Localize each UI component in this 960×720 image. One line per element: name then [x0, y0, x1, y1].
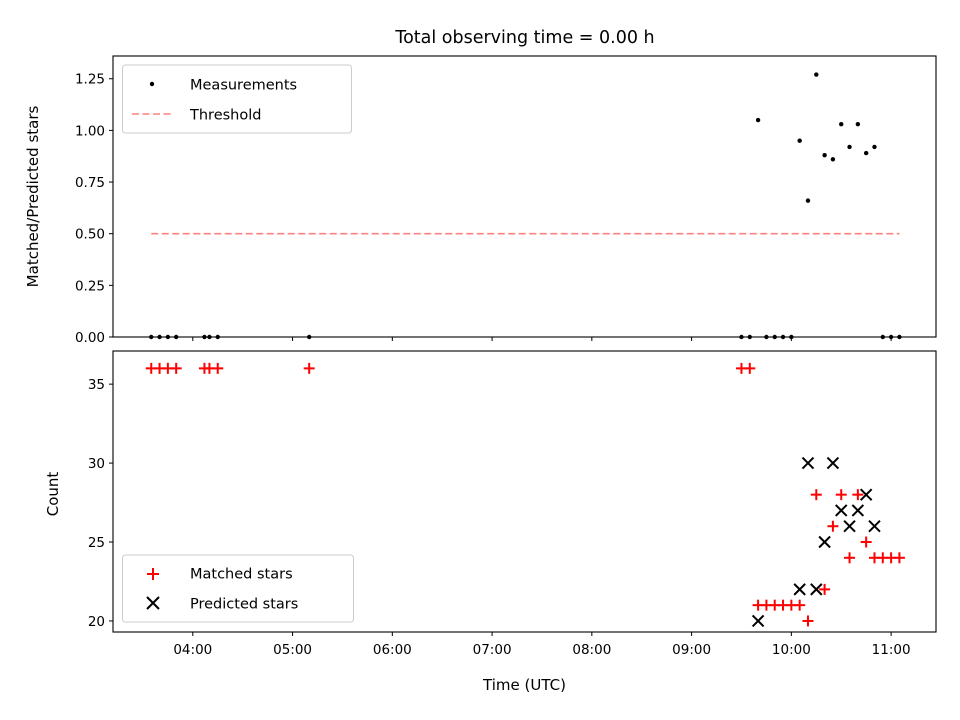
- measurements-point: [855, 121, 861, 127]
- x-axis-label: Time (UTC): [482, 676, 566, 694]
- top-y-ticks: 0.00 0.25 0.50 0.75 1.00 1.25: [75, 72, 113, 346]
- x-tick-label: 09:00: [672, 642, 711, 658]
- measurements-point: [863, 150, 869, 156]
- legend-measurements-label: Measurements: [190, 78, 297, 94]
- bottom-y-tick-label: 30: [88, 456, 105, 472]
- bottom-y-tick-label: 25: [88, 535, 105, 551]
- top-legend: Measurements Threshold: [122, 64, 352, 134]
- bottom-marks: [145, 362, 905, 628]
- top-x-ticks: [192, 337, 892, 341]
- matched-stars-point: [893, 552, 905, 564]
- measurements-point: [839, 121, 844, 127]
- matched-stars-point: [794, 599, 806, 611]
- x-tick-label: 07:00: [473, 642, 512, 658]
- top-marks: [149, 72, 902, 340]
- matched-stars-point: [810, 489, 822, 501]
- legend-measurements-marker: [149, 81, 155, 87]
- legend-predicted-label: Predicted stars: [190, 597, 298, 613]
- bottom-y-axis-label: Count: [44, 472, 62, 517]
- x-tick-label: 04:00: [173, 642, 212, 658]
- predicted-stars-point: [851, 504, 865, 517]
- bottom-y-tick-label: 20: [88, 614, 105, 630]
- legend-predicted-marker: [146, 596, 160, 610]
- matched-stars-point: [819, 583, 831, 595]
- bottom-axes-frame: [112, 350, 937, 633]
- chart-title: Total observing time = 0.00 h: [394, 28, 654, 48]
- predicted-stars-point: [843, 520, 856, 533]
- matched-stars-point: [844, 552, 856, 564]
- measurements-point: [822, 152, 827, 158]
- measurements-point: [814, 72, 819, 77]
- measurements-point: [830, 157, 836, 162]
- legend-matched-label: Matched stars: [190, 567, 293, 583]
- bottom-y-ticks: 20 25 30 35: [88, 377, 113, 630]
- x-tick-label: 06:00: [373, 642, 412, 658]
- measurements-point: [755, 117, 761, 123]
- predicted-stars-point: [751, 614, 765, 628]
- matched-stars-point: [860, 536, 872, 548]
- bottom-panel: 20 25 30 35 04:00 05:00 06:00 07:00 08:00 09:00 1…: [44, 350, 937, 694]
- bottom-legend-box: [122, 554, 354, 623]
- top-y-tick-label: 0.50: [75, 227, 105, 243]
- measurements-point: [797, 138, 802, 143]
- predicted-stars-point: [793, 583, 806, 596]
- matched-stars-point: [802, 615, 814, 627]
- x-tick-label: 10:00: [772, 642, 811, 658]
- measurements-point: [872, 144, 877, 150]
- top-y-tick-label: 1.00: [75, 123, 105, 139]
- predicted-stars-point: [818, 535, 831, 549]
- predicted-stars-point: [868, 520, 881, 533]
- measurements-point: [847, 144, 852, 150]
- top-y-tick-label: 0.75: [75, 175, 105, 191]
- bottom-y-tick-label: 35: [88, 377, 105, 393]
- measurements-point: [805, 198, 811, 203]
- matched-stars-point: [744, 362, 756, 374]
- legend-threshold-label: Threshold: [189, 108, 261, 124]
- bottom-legend: Matched stars Predicted stars: [122, 554, 354, 623]
- x-tick-label: 05:00: [273, 642, 312, 658]
- legend-matched-marker: [147, 568, 159, 580]
- top-legend-box: [122, 64, 352, 134]
- top-y-tick-label: 1.25: [75, 72, 105, 88]
- top-y-tick-label: 0.25: [75, 278, 105, 294]
- matched-stars-point: [827, 520, 839, 532]
- top-y-axis-label: Matched/Predicted stars: [24, 106, 42, 288]
- top-axes-frame: [112, 55, 937, 338]
- matched-stars-point: [170, 362, 182, 374]
- predicted-stars-point: [835, 504, 848, 517]
- matched-stars-point: [303, 362, 315, 374]
- x-tick-label: 08:00: [572, 642, 611, 658]
- predicted-stars-point: [826, 456, 840, 470]
- top-y-tick-label: 0.00: [75, 330, 105, 346]
- predicted-stars-point: [801, 456, 815, 470]
- x-tick-label: 11:00: [872, 642, 911, 658]
- top-panel: 0.00 0.25 0.50 0.75 1.00 1.25 Matched/Predict…: [24, 55, 937, 346]
- predicted-stars-point: [859, 488, 873, 501]
- matched-stars-point: [212, 362, 224, 374]
- matched-stars-point: [852, 489, 864, 501]
- predicted-stars-point: [810, 583, 823, 596]
- bottom-x-ticks: 04:00 05:00 06:00 07:00 08:00 09:00 10:00 11:00: [173, 632, 911, 658]
- matched-stars-point: [835, 489, 847, 501]
